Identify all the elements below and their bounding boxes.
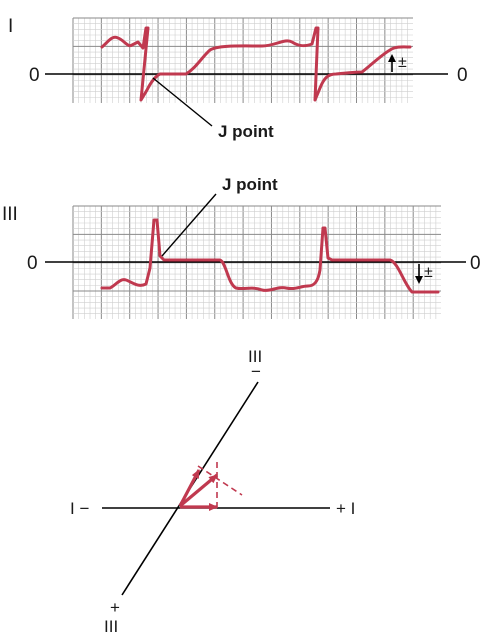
lead-iii-bottom-sign: + bbox=[110, 598, 120, 617]
lead-iii-ecg-trace bbox=[100, 218, 440, 294]
lead-i-ecg-trace bbox=[100, 26, 412, 102]
j-point-label: J point bbox=[218, 122, 274, 141]
zero-label-left: 0 bbox=[29, 65, 40, 86]
zero-label-right: 0 bbox=[470, 253, 481, 274]
lead-i-label: I bbox=[8, 16, 13, 37]
st-shift-symbol: ± bbox=[398, 54, 407, 71]
lead-axis-diagram: I − + I III − + III bbox=[70, 347, 355, 636]
j-point-label: J point bbox=[222, 175, 278, 194]
zero-label-right: 0 bbox=[457, 65, 468, 86]
lead-iii-bottom-label: III bbox=[104, 617, 118, 636]
lead-i-grid bbox=[72, 17, 413, 103]
lead-iii-top-sign: − bbox=[251, 362, 261, 381]
st-shift-symbol: ± bbox=[424, 264, 433, 281]
lead-i-negative-label: I − bbox=[70, 499, 89, 518]
vector-arrow-resultant bbox=[178, 473, 219, 508]
zero-label-left: 0 bbox=[27, 253, 38, 274]
lead-i-strip: I 0 0 J point ± bbox=[8, 16, 468, 141]
j-point-pointer bbox=[161, 193, 217, 257]
lead-iii-top-label: III bbox=[248, 347, 262, 366]
lead-iii-strip: III 0 0 J point ± bbox=[2, 175, 481, 319]
lead-iii-label: III bbox=[2, 204, 18, 225]
projection-line-oblique bbox=[197, 465, 243, 496]
lead-i-positive-label: + I bbox=[336, 499, 355, 518]
vector-arrow-lead-iii bbox=[178, 469, 201, 507]
j-point-pointer bbox=[152, 77, 213, 127]
